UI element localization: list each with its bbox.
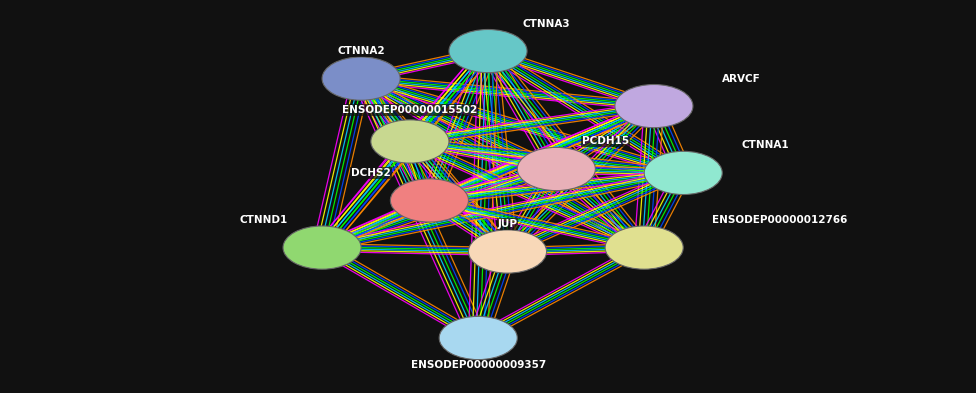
Text: ARVCF: ARVCF bbox=[722, 73, 761, 84]
Ellipse shape bbox=[390, 179, 468, 222]
Text: PCDH15: PCDH15 bbox=[582, 136, 629, 147]
Ellipse shape bbox=[517, 147, 595, 191]
Ellipse shape bbox=[449, 29, 527, 73]
Text: CTNNA2: CTNNA2 bbox=[338, 46, 385, 56]
Ellipse shape bbox=[605, 226, 683, 269]
Text: CTNNA1: CTNNA1 bbox=[742, 140, 790, 151]
Ellipse shape bbox=[439, 316, 517, 360]
Text: ENSODEP00000012766: ENSODEP00000012766 bbox=[712, 215, 848, 225]
Ellipse shape bbox=[468, 230, 547, 273]
Ellipse shape bbox=[371, 120, 449, 163]
Ellipse shape bbox=[283, 226, 361, 269]
Text: CTNNA3: CTNNA3 bbox=[523, 18, 570, 29]
Text: CTNND1: CTNND1 bbox=[239, 215, 288, 225]
Text: ENSODEP00000015502: ENSODEP00000015502 bbox=[343, 105, 477, 115]
Ellipse shape bbox=[322, 57, 400, 100]
Ellipse shape bbox=[644, 151, 722, 195]
Ellipse shape bbox=[615, 84, 693, 128]
Text: DCHS2: DCHS2 bbox=[351, 168, 390, 178]
Text: ENSODEP00000009357: ENSODEP00000009357 bbox=[411, 360, 546, 371]
Text: JUP: JUP bbox=[498, 219, 517, 229]
